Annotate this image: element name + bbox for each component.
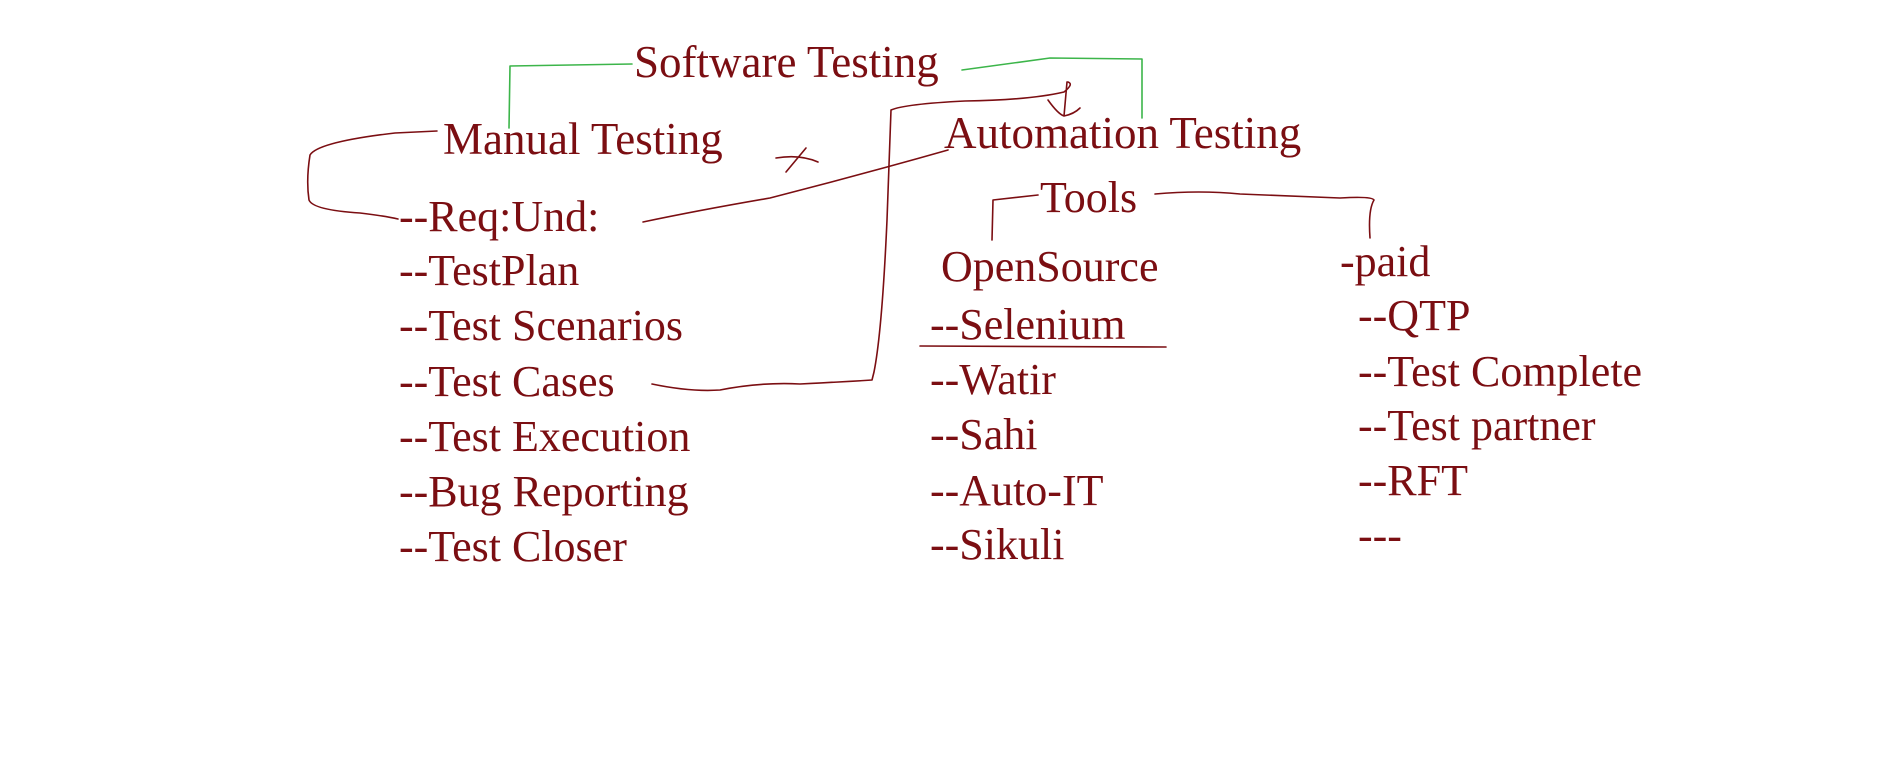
- loop-manual-to-requnder: [306, 130, 438, 220]
- selenium-underline: [919, 345, 1167, 348]
- tools-label: Tools: [1040, 173, 1138, 222]
- paid-item: --Test partner: [1358, 401, 1596, 450]
- arrow-head: [1047, 81, 1081, 117]
- manual-item: --Bug Reporting: [399, 467, 689, 516]
- paid-item: --Test Complete: [1358, 347, 1643, 396]
- opensource-item: --Selenium: [930, 300, 1126, 349]
- root-title: Software Testing: [634, 37, 939, 87]
- link-requnder-automation: [642, 149, 949, 223]
- manual-item: --Test Execution: [399, 412, 691, 461]
- opensource-item: --Watir: [930, 355, 1056, 404]
- opensource-item: --Sikuli: [930, 520, 1065, 569]
- paid-item: --RFT: [1358, 456, 1468, 505]
- manual-testing-title: Manual Testing: [443, 114, 723, 164]
- tools-branch-paid: [1154, 191, 1375, 239]
- opensource-item: --Sahi: [930, 410, 1038, 459]
- green-branch-manual: [508, 63, 633, 129]
- link-testcases-automation: [651, 81, 1072, 392]
- paid-item: ---: [1358, 511, 1402, 560]
- manual-item: --Req:Und:: [399, 192, 600, 241]
- manual-item: --Test Cases: [399, 357, 615, 406]
- tools-branch-opensource: [991, 194, 1039, 241]
- manual-item: --TestPlan: [399, 246, 580, 295]
- opensource-title: OpenSource: [941, 242, 1159, 291]
- manual-item: --Test Scenarios: [399, 301, 684, 350]
- opensource-item: --Auto-IT: [930, 466, 1104, 515]
- paid-title: -paid: [1340, 237, 1431, 286]
- manual-item: --Test Closer: [399, 522, 627, 571]
- automation-testing-title: Automation Testing: [944, 108, 1302, 158]
- green-branch-automation: [961, 57, 1143, 119]
- paid-item: --QTP: [1358, 291, 1471, 340]
- cross-mark: [775, 147, 819, 173]
